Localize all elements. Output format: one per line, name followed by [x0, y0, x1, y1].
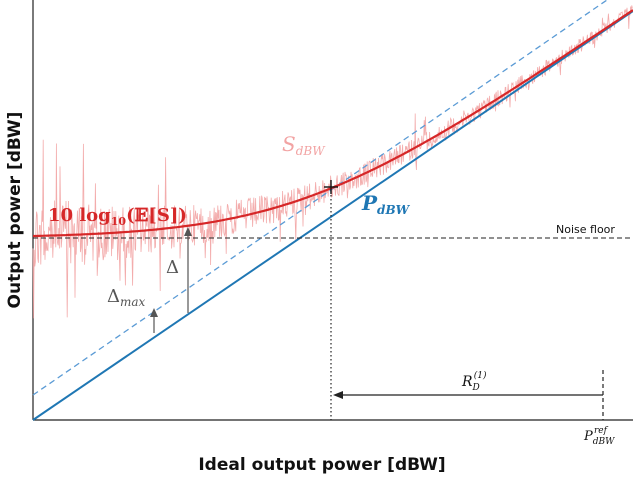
- series-noisy-sdbw: [32, 5, 633, 319]
- label-rd-sub: D: [472, 383, 480, 393]
- label-rd: RD (1): [461, 370, 487, 393]
- series-mean: [33, 9, 633, 238]
- label-rd-main: R: [461, 374, 473, 390]
- label-pref-sub: dBW: [593, 437, 615, 447]
- x-axis-title: Ideal output power [dBW]: [198, 455, 445, 475]
- label-delta-max: Δmax: [107, 286, 146, 309]
- label-delta-max-main: Δ: [107, 286, 120, 307]
- label-delta-max-sub: max: [120, 295, 146, 309]
- label-pref-main: P: [583, 429, 593, 444]
- label-mean-main: 10 log: [48, 205, 111, 226]
- delta-max-arrowhead: [150, 308, 158, 317]
- y-axis-title: Output power [dBW]: [5, 112, 25, 309]
- noise-floor-label: Noise floor: [556, 223, 615, 236]
- delta-arrowhead: [184, 227, 192, 236]
- series-pdbw: [32, 10, 633, 421]
- label-mean-sub: 10: [111, 215, 127, 228]
- label-pdbw: PdBW: [361, 191, 411, 217]
- label-pref-sup: ref: [594, 426, 609, 436]
- label-sdbw: SdBW: [282, 132, 326, 158]
- label-mean: 10 log10(𝔼[S]): [48, 205, 187, 228]
- label-pdbw-sub: dBW: [377, 203, 411, 217]
- label-delta: Δ: [166, 257, 179, 278]
- label-mean-tail: (𝔼[S]): [126, 205, 187, 226]
- rd-arrowhead: [333, 391, 343, 399]
- label-sdbw-sub: dBW: [296, 144, 327, 158]
- label-pdbw-main: P: [361, 191, 378, 215]
- label-sdbw-main: S: [282, 132, 296, 156]
- label-rd-sup: (1): [474, 370, 487, 381]
- label-pref: PdBWref: [583, 426, 615, 447]
- series-dashed-offset: [32, 0, 608, 396]
